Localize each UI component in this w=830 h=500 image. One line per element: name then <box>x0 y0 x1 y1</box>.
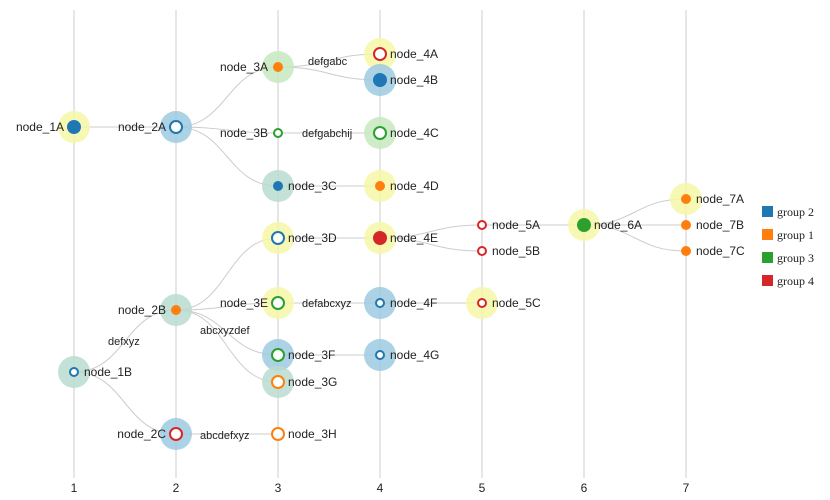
edge-label: defgabc <box>308 56 348 68</box>
legend-swatch <box>762 252 773 263</box>
node-node_7B[interactable] <box>681 220 691 230</box>
node-node_2A[interactable] <box>169 120 183 134</box>
node-node_1B[interactable] <box>69 367 79 377</box>
node-node_5B[interactable] <box>477 246 487 256</box>
node-label: node_2C <box>117 427 166 441</box>
legend-label: group 2 <box>777 205 814 219</box>
axis-tick-label: 1 <box>71 481 78 495</box>
axis-tick-label: 5 <box>479 481 486 495</box>
node-label: node_3H <box>288 427 337 441</box>
node-node_3E[interactable] <box>271 296 285 310</box>
node-label: node_3C <box>288 179 337 193</box>
axis-tick-label: 6 <box>581 481 588 495</box>
node-label: node_3E <box>220 296 268 310</box>
node-node_3H[interactable] <box>271 427 285 441</box>
edge-node_1B-node_2C <box>73 371 177 435</box>
edge-node_2B-node_3D <box>175 237 279 311</box>
node-label: node_5B <box>492 244 540 258</box>
nodes <box>67 47 691 441</box>
node-label: node_3D <box>288 231 337 245</box>
node-node_5A[interactable] <box>477 220 487 230</box>
node-node_3C[interactable] <box>273 181 283 191</box>
edge-label: abcxyzdef <box>200 325 250 337</box>
level-axis: 1 2 3 4 5 6 7 <box>71 481 690 495</box>
node-node_3F[interactable] <box>271 348 285 362</box>
node-label: node_4B <box>390 73 438 87</box>
node-label: node_6A <box>594 218 642 232</box>
node-label: node_4F <box>390 296 437 310</box>
node-node_7A[interactable] <box>681 194 691 204</box>
edge-label: defabcxyz <box>302 298 352 310</box>
node-label: node_4C <box>390 126 439 140</box>
node-node_4D[interactable] <box>375 181 385 191</box>
node-label: node_2B <box>118 303 166 317</box>
node-node_5C[interactable] <box>477 298 487 308</box>
edge-node_2A-node_3A <box>175 66 279 128</box>
node-node_3B[interactable] <box>273 128 283 138</box>
axis-tick-label: 4 <box>377 481 384 495</box>
node-label: node_1B <box>84 365 132 379</box>
node-label: node_4G <box>390 348 439 362</box>
edge-label: defgabchij <box>302 128 352 140</box>
node-node_3D[interactable] <box>271 231 285 245</box>
node-node_2B[interactable] <box>171 305 181 315</box>
node-label: node_1A <box>16 120 64 134</box>
node-label: node_4A <box>390 47 438 61</box>
node-label: node_7B <box>696 218 744 232</box>
legend-swatch <box>762 206 773 217</box>
node-node_7C[interactable] <box>681 246 691 256</box>
axis-tick-label: 2 <box>173 481 180 495</box>
node-label: node_3B <box>220 126 268 140</box>
node-node_4A[interactable] <box>373 47 387 61</box>
node-node_3G[interactable] <box>271 375 285 389</box>
node-label: node_3G <box>288 375 337 389</box>
legend-label: group 1 <box>777 228 814 242</box>
node-node_4B[interactable] <box>373 73 387 87</box>
edge-label: defxyz <box>108 336 140 348</box>
legend-label: group 3 <box>777 251 814 265</box>
edge-label: abcdefxyz <box>200 430 250 442</box>
legend-label: group 4 <box>777 274 814 288</box>
node-node_2C[interactable] <box>169 427 183 441</box>
node-node_4E[interactable] <box>373 231 387 245</box>
node-node_4G[interactable] <box>375 350 385 360</box>
node-label: node_4E <box>390 231 438 245</box>
edge-node_2B-node_3G <box>175 309 279 383</box>
node-node_4F[interactable] <box>375 298 385 308</box>
legend-swatch <box>762 275 773 286</box>
node-node_1A[interactable] <box>67 120 81 134</box>
node-label: node_7A <box>696 192 744 206</box>
node-node_3A[interactable] <box>273 62 283 72</box>
node-label: node_2A <box>118 120 166 134</box>
axis-tick-label: 3 <box>275 481 282 495</box>
node-label: node_3A <box>220 60 268 74</box>
node-label: node_5A <box>492 218 540 232</box>
legend-swatch <box>762 229 773 240</box>
axis-tick-label: 7 <box>683 481 690 495</box>
node-label: node_3F <box>288 348 335 362</box>
legend: group 2 group 1 group 3 group 4 <box>762 205 814 288</box>
node-node_4C[interactable] <box>373 126 387 140</box>
labels: defxyz abcxyzdef abcdefxyz defgabc defgabchi… <box>16 47 745 442</box>
node-label: node_7C <box>696 244 745 258</box>
node-label: node_5C <box>492 296 541 310</box>
node-node_6A[interactable] <box>577 218 591 232</box>
node-label: node_4D <box>390 179 439 193</box>
